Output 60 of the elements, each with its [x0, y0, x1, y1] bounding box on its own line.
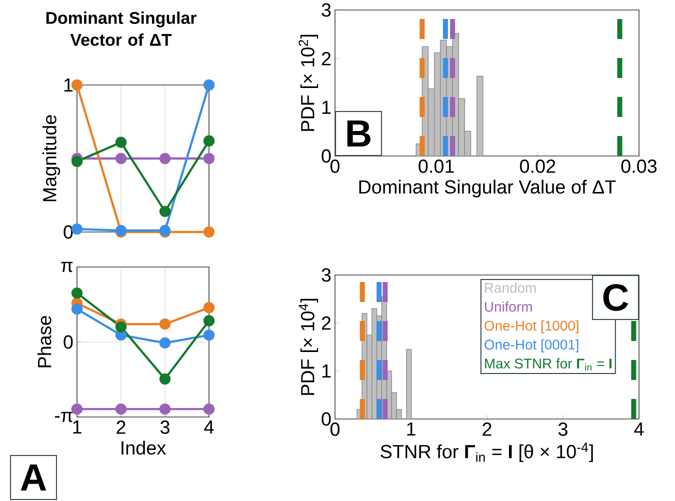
- y-tick-label: 3: [322, 268, 331, 282]
- point: [159, 206, 171, 218]
- point: [115, 136, 127, 148]
- point: [159, 337, 171, 349]
- x-axis-title: STNR for Γ$_{in}$ = I [θ × 10$^{-4}$]: [380, 442, 593, 462]
- y-tick-label: 0: [322, 149, 331, 163]
- y-tick-label: 1: [64, 78, 73, 92]
- y-tick-label: 3: [322, 3, 331, 17]
- point: [71, 156, 83, 168]
- point: [159, 152, 171, 164]
- ref-line-label: Uniform: [485, 301, 532, 312]
- point: [159, 373, 171, 385]
- point: [203, 226, 215, 238]
- ref-line-label: One-Hot [0001]: [484, 339, 578, 352]
- point: [115, 403, 127, 415]
- y-tick-label: π: [61, 262, 73, 272]
- text: A: [20, 464, 46, 491]
- y-axis-title: PDF [× 10$^{4}$]: [298, 298, 318, 395]
- x-tick-label: 0.03: [621, 160, 657, 173]
- x-tick-label: 4: [204, 420, 214, 434]
- x-tick-label: 0.02: [520, 160, 556, 173]
- point: [71, 403, 83, 415]
- y-axis-title: Phase: [37, 316, 52, 368]
- y-tick-label: 1: [322, 364, 331, 378]
- y-tick-label: 0: [64, 335, 73, 349]
- point: [159, 403, 171, 415]
- ref-line-label: One-Hot [1000]: [484, 320, 578, 334]
- chart-title: Dominant Singular Vector of ΔT: [46, 12, 196, 46]
- point: [203, 302, 215, 314]
- y-axis-title: Magnitude: [42, 115, 60, 202]
- x-tick-label: 1: [73, 420, 82, 434]
- point: [203, 329, 215, 341]
- x-tick-label: 2: [482, 422, 492, 436]
- point: [203, 79, 215, 91]
- x-tick-label: 3: [160, 420, 170, 434]
- point: [159, 318, 171, 330]
- point: [203, 152, 215, 164]
- x-axis-title: Index: [122, 440, 166, 455]
- point: [203, 135, 215, 146]
- point: [71, 303, 83, 315]
- point: [115, 321, 127, 333]
- point: [115, 152, 127, 164]
- x-tick-label: 0.01: [418, 160, 454, 173]
- x-axis-title: Dominant Singular Value of ΔT: [359, 180, 616, 198]
- x-tick-label: 2: [116, 420, 126, 434]
- y-tick-label: 2: [322, 316, 331, 330]
- annotation: B: [347, 120, 370, 147]
- point: [71, 287, 83, 299]
- ref-line-label: Max STNR for Γ$_{in}$ = I: [485, 358, 612, 371]
- x-tick-label: 1: [407, 422, 416, 436]
- y-tick-label: 2: [322, 52, 331, 66]
- annotation: C: [603, 284, 628, 311]
- y-tick-label: 1: [322, 100, 331, 114]
- text: Random: [485, 282, 536, 293]
- y-tick-label: -π: [54, 412, 73, 422]
- point: [203, 403, 215, 415]
- point: [203, 315, 215, 326]
- x-tick-label: 4: [634, 422, 644, 436]
- x-tick-label: 3: [558, 422, 568, 436]
- y-axis-title: PDF [× 10$^{2}$]: [298, 34, 318, 131]
